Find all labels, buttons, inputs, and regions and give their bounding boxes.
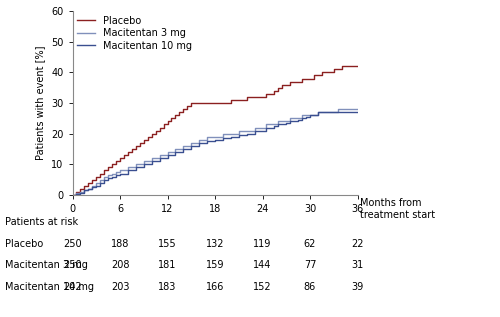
Placebo <box>109 162 115 166</box>
Macitentan 10 mg <box>350 110 356 114</box>
Macitentan 3 mg <box>334 107 340 111</box>
Macitentan 10 mg <box>93 184 99 188</box>
Text: Macitentan 10 mg: Macitentan 10 mg <box>5 282 94 292</box>
Macitentan 3 mg <box>180 144 186 148</box>
Y-axis label: Patients with event [%]: Patients with event [%] <box>36 46 46 160</box>
Text: 77: 77 <box>304 260 316 270</box>
Placebo <box>334 68 340 71</box>
Text: 86: 86 <box>304 282 316 292</box>
Text: 166: 166 <box>206 282 224 292</box>
Text: 183: 183 <box>158 282 176 292</box>
Macitentan 10 mg <box>315 110 321 114</box>
Line: Macitentan 3 mg: Macitentan 3 mg <box>72 109 358 195</box>
Placebo <box>70 193 75 197</box>
Text: Macitentan 3 mg: Macitentan 3 mg <box>5 260 88 270</box>
Text: 152: 152 <box>253 282 272 292</box>
Text: 203: 203 <box>111 282 129 292</box>
Placebo <box>176 110 182 114</box>
Placebo <box>188 101 194 105</box>
Macitentan 3 mg <box>350 107 356 111</box>
Macitentan 10 mg <box>70 193 75 197</box>
Macitentan 10 mg <box>354 110 360 114</box>
Macitentan 3 mg <box>93 181 99 184</box>
Text: 39: 39 <box>352 282 364 292</box>
Placebo <box>291 80 297 83</box>
Macitentan 3 mg <box>354 107 360 111</box>
Macitentan 3 mg <box>125 165 131 169</box>
Text: 250: 250 <box>63 239 82 249</box>
Macitentan 10 mg <box>109 175 115 178</box>
Legend: Placebo, Macitentan 3 mg, Macitentan 10 mg: Placebo, Macitentan 3 mg, Macitentan 10 … <box>76 14 194 53</box>
Text: 155: 155 <box>158 239 177 249</box>
Text: Months from
treatment start: Months from treatment start <box>360 198 435 220</box>
Macitentan 3 mg <box>70 193 75 197</box>
Macitentan 10 mg <box>125 169 131 172</box>
Line: Macitentan 10 mg: Macitentan 10 mg <box>72 112 358 195</box>
Text: 159: 159 <box>206 260 224 270</box>
Text: 250: 250 <box>63 260 82 270</box>
Text: 181: 181 <box>158 260 176 270</box>
Text: 188: 188 <box>111 239 129 249</box>
Text: 208: 208 <box>111 260 129 270</box>
Text: 132: 132 <box>206 239 224 249</box>
Text: 62: 62 <box>304 239 316 249</box>
Macitentan 3 mg <box>331 110 337 114</box>
Text: 22: 22 <box>351 239 364 249</box>
Text: 119: 119 <box>254 239 272 249</box>
Placebo <box>101 169 107 172</box>
Line: Placebo: Placebo <box>72 66 358 195</box>
Macitentan 3 mg <box>109 171 115 175</box>
Text: Patients at risk: Patients at risk <box>5 217 78 227</box>
Text: 144: 144 <box>254 260 272 270</box>
Placebo <box>338 64 344 68</box>
Text: 31: 31 <box>352 260 364 270</box>
Text: Placebo: Placebo <box>5 239 44 249</box>
Text: 242: 242 <box>63 282 82 292</box>
Macitentan 10 mg <box>334 110 340 114</box>
Macitentan 10 mg <box>180 147 186 151</box>
Placebo <box>354 64 360 68</box>
